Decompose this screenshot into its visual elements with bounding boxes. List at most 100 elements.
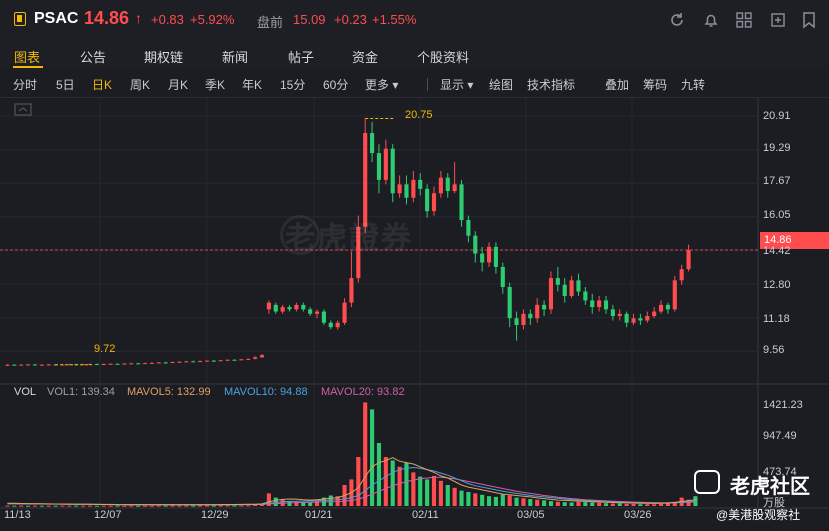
volume-bar (170, 505, 175, 507)
y-tick-label: 12.80 (763, 279, 791, 291)
candle-body (445, 177, 450, 192)
volume-bar (232, 505, 237, 507)
tab-chart[interactable]: 图表 (14, 50, 41, 65)
mavol5-line (7, 457, 696, 506)
collapse-toggle-icon[interactable] (14, 103, 32, 116)
candle-body (583, 291, 588, 301)
period-intraday[interactable]: 分时 (13, 78, 38, 92)
candlestick-chart[interactable] (0, 98, 829, 531)
period-60min[interactable]: 60分 (323, 78, 349, 92)
period-more-dropdown[interactable]: 更多 ▾ (365, 78, 399, 92)
period-15min[interactable]: 15分 (280, 78, 306, 92)
volume-bar (370, 409, 375, 506)
volume-bar (617, 503, 622, 506)
volume-bar (555, 501, 560, 506)
vol-tick-label: 473.74 (763, 466, 797, 478)
candle-body (170, 362, 175, 364)
candle-body (452, 184, 457, 192)
candle-body (672, 280, 677, 310)
volume-bar (266, 493, 271, 506)
brand-name: 老虎社区 (730, 476, 810, 498)
volume-bar (129, 505, 134, 507)
tab-profile[interactable]: 个股资料 (417, 50, 470, 65)
candle-body (211, 360, 216, 362)
volume-bar (624, 503, 629, 506)
candle-body (507, 287, 512, 319)
tab-posts[interactable]: 帖子 (288, 50, 315, 65)
volume-bar (60, 505, 65, 507)
volume-bar (431, 475, 437, 506)
share-icon[interactable] (769, 11, 787, 29)
mavol5-value: MAVOL5: 132.99 (127, 386, 211, 398)
ticker-symbol: PSAC (34, 10, 79, 27)
volume-bar (67, 505, 72, 507)
candle-body (81, 364, 86, 366)
grid-icon[interactable] (735, 11, 753, 29)
candle-body (204, 360, 210, 362)
volume-bar (136, 505, 141, 507)
period-weekly[interactable]: 周K (130, 78, 151, 92)
candle-body (101, 364, 106, 366)
active-tab-indicator (13, 66, 43, 68)
indicators-button[interactable]: 技术指标 (527, 78, 576, 92)
volume-bar (198, 505, 203, 507)
volume-bar (142, 505, 148, 507)
display-dropdown[interactable]: 显示 ▾ (440, 78, 474, 92)
period-daily[interactable]: 日K (92, 78, 113, 92)
candle-body (308, 309, 313, 314)
volume-bar (658, 503, 664, 506)
y-tick-label: 20.91 (763, 110, 791, 122)
candle-body (480, 253, 485, 263)
period-yearly[interactable]: 年K (242, 78, 263, 92)
x-tick-label: 02/11 (412, 509, 439, 521)
bookmark-icon[interactable] (800, 11, 818, 29)
tab-capital[interactable]: 资金 (352, 50, 379, 65)
candle-body (397, 184, 402, 194)
period-quarterly[interactable]: 季K (205, 78, 226, 92)
volume-bar (597, 502, 602, 506)
volume-bar (225, 505, 230, 507)
draw-button[interactable]: 绘图 (489, 78, 514, 92)
candle-body (590, 300, 595, 308)
refresh-icon[interactable] (668, 11, 686, 29)
tab-announcements[interactable]: 公告 (80, 50, 107, 65)
volume-bar (356, 457, 361, 506)
candle-body (46, 364, 51, 366)
volume-bar (473, 493, 478, 506)
y-tick-label: 19.29 (763, 142, 791, 154)
volume-bar (26, 505, 31, 507)
volume-bar (253, 505, 258, 507)
candle-body (328, 322, 333, 328)
nine-turn-button[interactable]: 九转 (681, 78, 706, 92)
candle-body (232, 359, 237, 361)
volume-bar (46, 505, 51, 507)
premarket-change-percent: +1.55% (372, 12, 417, 27)
vol-tick-label: 947.49 (763, 430, 797, 442)
candle-body (624, 313, 629, 323)
volume-bar (74, 505, 79, 507)
volume-bar (218, 505, 223, 507)
period-monthly[interactable]: 月K (168, 78, 189, 92)
bell-icon[interactable] (702, 11, 720, 29)
tab-options[interactable]: 期权链 (144, 50, 184, 65)
chips-button[interactable]: 筹码 (643, 78, 668, 92)
premarket-price: 15.09 (293, 12, 326, 27)
tab-news[interactable]: 新闻 (222, 50, 249, 65)
volume-bar (53, 505, 58, 507)
candle-body (603, 300, 609, 310)
volume-bar (308, 502, 313, 506)
volume-bar (94, 505, 99, 507)
volume-bar (452, 487, 457, 506)
candle-body (191, 361, 196, 363)
volume-bar (390, 460, 395, 506)
period-5day[interactable]: 5日 (56, 78, 75, 92)
volume-bar (122, 505, 127, 507)
last-price: 14.86 (84, 8, 130, 28)
candle-body (342, 302, 347, 323)
volume-legend: VOL VOL1: 139.34 MAVOL5: 132.99 MAVOL10:… (0, 384, 760, 402)
high-price-label: 20.75 (405, 109, 433, 121)
overlay-button[interactable]: 叠加 (605, 78, 630, 92)
volume-bar (191, 505, 196, 507)
volume-bar (631, 504, 636, 506)
volume-bar (486, 496, 492, 506)
